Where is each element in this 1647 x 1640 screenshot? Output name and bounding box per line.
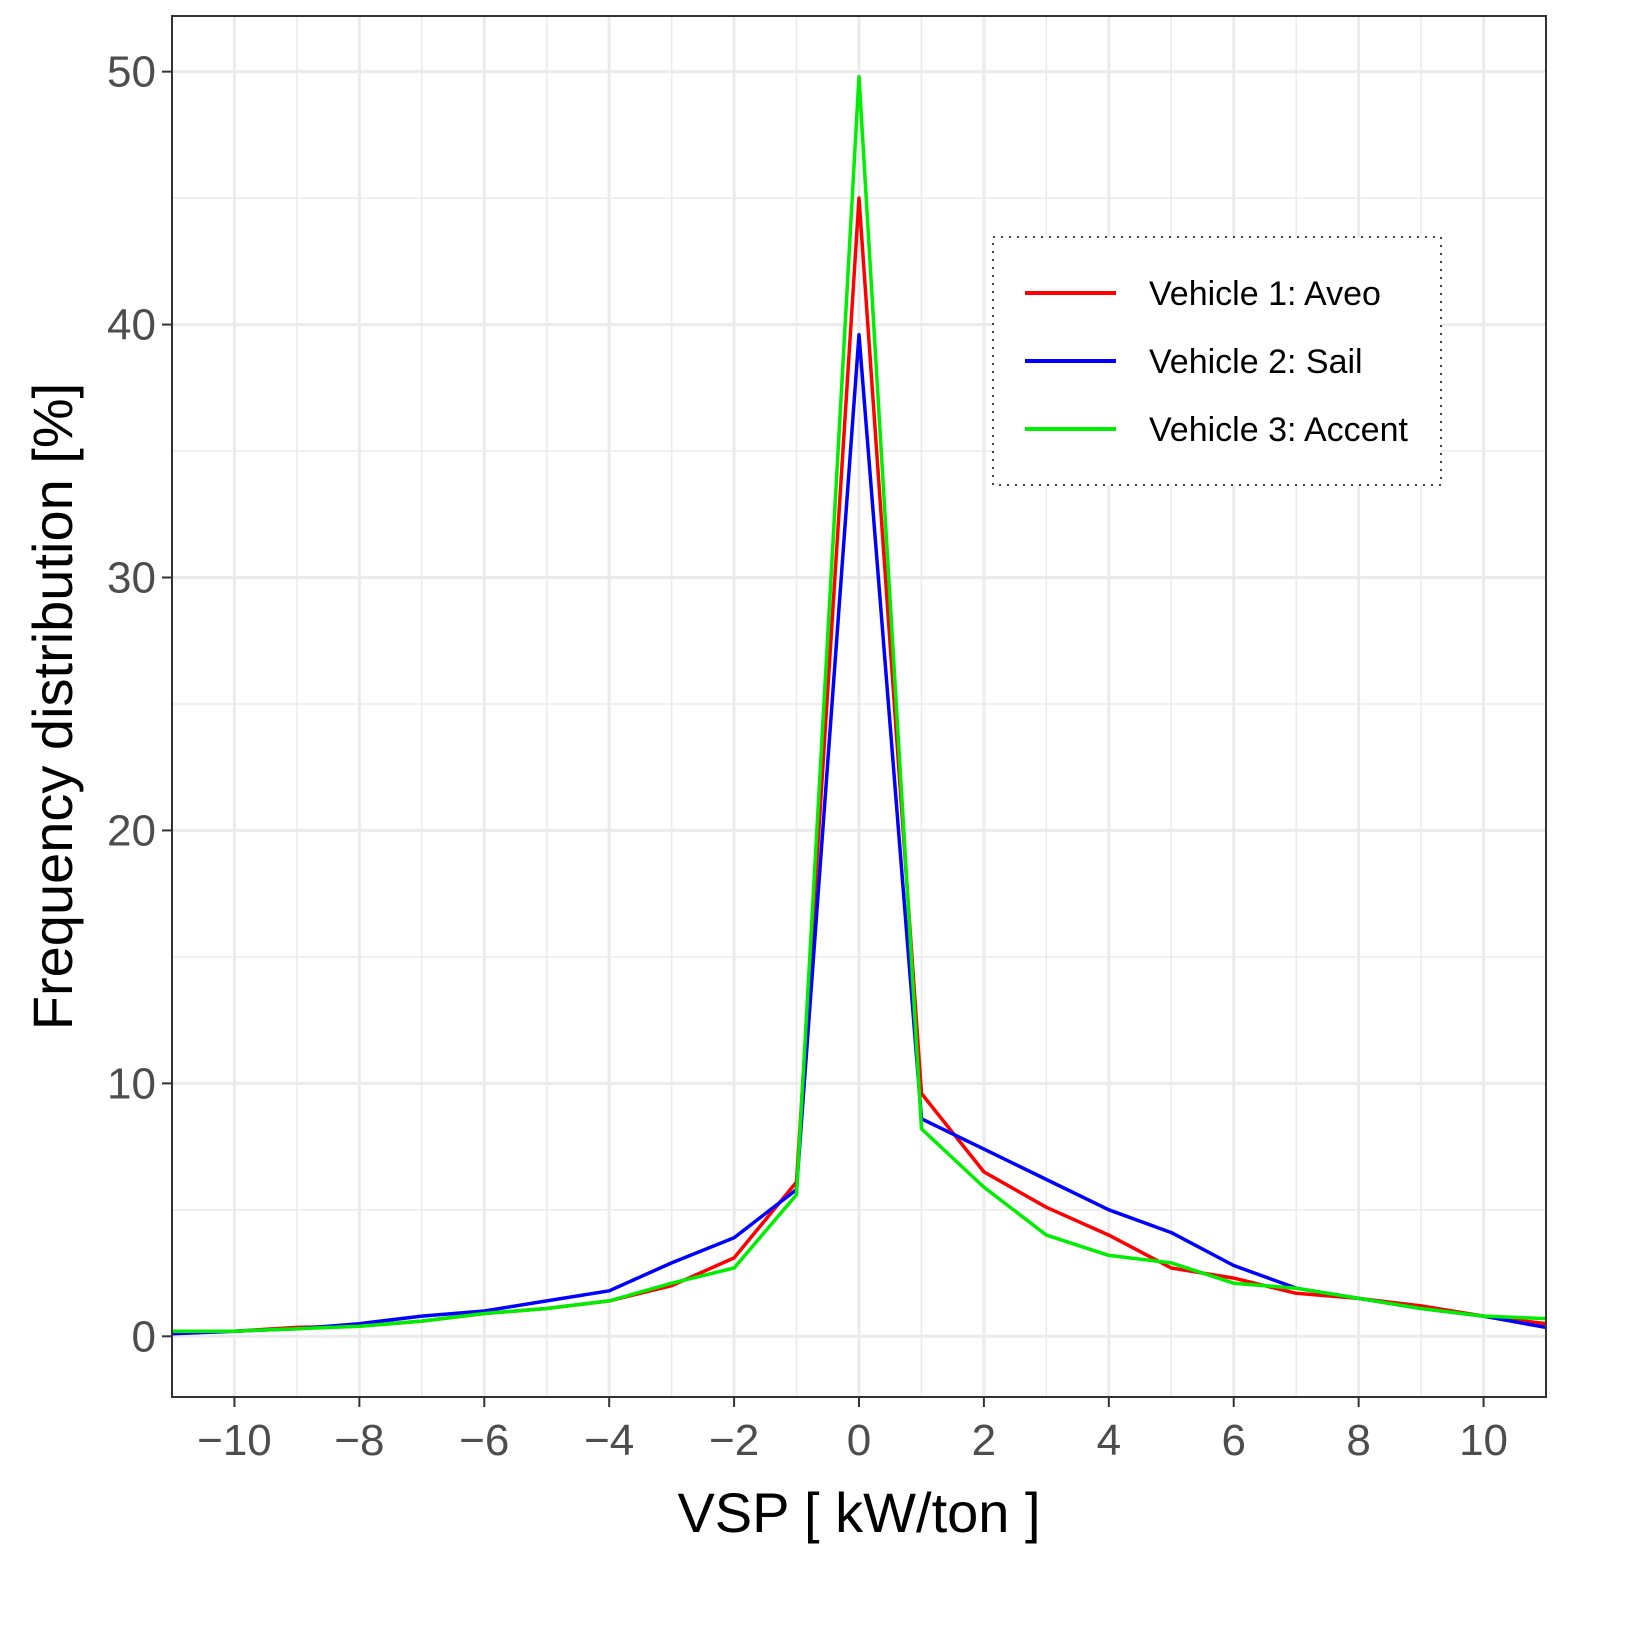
y-axis-title: Frequency distribution [%] [21, 383, 84, 1030]
x-tick-label: −2 [709, 1416, 759, 1465]
y-tick-label: 30 [107, 554, 156, 603]
x-tick-label: 8 [1346, 1416, 1370, 1465]
x-axis-ticks: −10 −8 −6 −4 −2 0 2 4 6 8 10 [197, 1397, 1508, 1465]
y-tick-label: 20 [107, 806, 156, 855]
x-tick-label: −4 [584, 1416, 634, 1465]
y-tick-label: 0 [132, 1312, 156, 1361]
x-tick-label: 10 [1459, 1416, 1508, 1465]
x-tick-label: 6 [1221, 1416, 1245, 1465]
series-lines [172, 74, 1546, 1336]
x-tick-label: 0 [847, 1416, 871, 1465]
x-tick-label: 4 [1097, 1416, 1121, 1465]
y-tick-label: 40 [107, 301, 156, 350]
x-axis-title: VSP [ kW/ton ] [677, 1481, 1040, 1544]
x-tick-label: −6 [459, 1416, 509, 1465]
x-tick-label: 2 [972, 1416, 996, 1465]
legend-label-accent: Vehicle 3: Accent [1149, 411, 1409, 449]
y-axis-ticks: 0 10 20 30 40 50 [107, 48, 172, 1361]
legend-label-aveo: Vehicle 1: Aveo [1149, 275, 1381, 313]
series-line-accent [172, 74, 1546, 1333]
x-tick-label: −10 [197, 1416, 272, 1465]
y-tick-label: 10 [107, 1059, 156, 1108]
x-tick-label: −8 [334, 1416, 384, 1465]
legend-label-sail: Vehicle 2: Sail [1149, 343, 1363, 381]
y-tick-label: 50 [107, 48, 156, 97]
legend: Vehicle 1: Aveo Vehicle 2: Sail Vehicle … [992, 236, 1442, 486]
